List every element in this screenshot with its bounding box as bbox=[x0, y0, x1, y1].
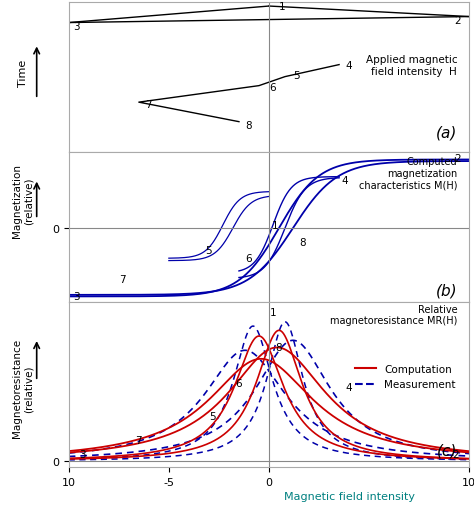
Text: 2: 2 bbox=[455, 154, 461, 164]
Text: 3: 3 bbox=[73, 22, 79, 31]
Text: 2: 2 bbox=[453, 449, 459, 460]
Text: 6: 6 bbox=[245, 253, 252, 263]
Text: 4: 4 bbox=[345, 61, 352, 71]
Text: (c): (c) bbox=[437, 442, 457, 457]
Text: Magnetic field intensity: Magnetic field intensity bbox=[283, 491, 415, 501]
Text: Applied magnetic
field intensity  H: Applied magnetic field intensity H bbox=[365, 55, 457, 77]
Text: (b): (b) bbox=[436, 283, 457, 298]
Text: Magnetoresistance
(relative): Magnetoresistance (relative) bbox=[12, 338, 34, 437]
Text: (a): (a) bbox=[436, 125, 457, 140]
Text: 1: 1 bbox=[270, 307, 276, 317]
Text: 8: 8 bbox=[245, 120, 252, 130]
Text: Time: Time bbox=[18, 60, 27, 86]
Text: 4: 4 bbox=[345, 383, 352, 392]
Text: Magnetization
(relative): Magnetization (relative) bbox=[12, 164, 34, 237]
Text: 5: 5 bbox=[210, 411, 216, 421]
Text: 7: 7 bbox=[119, 274, 126, 284]
Text: 5: 5 bbox=[205, 245, 211, 255]
Legend: Computation, Measurement: Computation, Measurement bbox=[351, 360, 460, 394]
Text: 7: 7 bbox=[136, 435, 142, 445]
Text: 7: 7 bbox=[145, 99, 152, 110]
Text: 3: 3 bbox=[73, 292, 79, 302]
Text: 6: 6 bbox=[269, 83, 275, 93]
Text: 4: 4 bbox=[341, 175, 348, 185]
Text: Computed
magnetization
characteristics M(H): Computed magnetization characteristics M… bbox=[359, 157, 457, 190]
Text: 8: 8 bbox=[276, 343, 283, 352]
Text: 3: 3 bbox=[79, 449, 85, 460]
Text: 1: 1 bbox=[279, 2, 286, 12]
Text: 8: 8 bbox=[299, 237, 306, 247]
Text: Relative
magnetoresistance MR(H): Relative magnetoresistance MR(H) bbox=[330, 304, 457, 326]
Text: 2: 2 bbox=[455, 16, 461, 25]
Text: 6: 6 bbox=[236, 378, 242, 388]
Text: 1: 1 bbox=[272, 220, 278, 230]
Text: 5: 5 bbox=[293, 71, 300, 81]
